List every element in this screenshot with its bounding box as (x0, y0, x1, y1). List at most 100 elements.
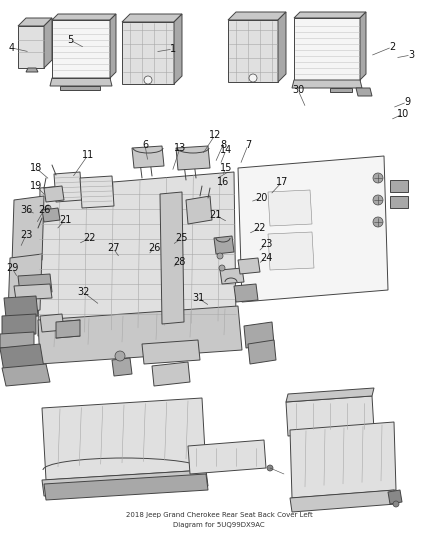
Polygon shape (18, 26, 44, 68)
Polygon shape (290, 490, 396, 512)
Text: 19: 19 (30, 181, 42, 191)
Text: 10: 10 (397, 109, 409, 119)
Text: 25: 25 (176, 233, 188, 243)
Polygon shape (110, 14, 116, 78)
Text: 14: 14 (220, 145, 232, 155)
Text: 16: 16 (217, 177, 229, 187)
Circle shape (249, 74, 257, 82)
Polygon shape (356, 88, 372, 96)
Circle shape (115, 351, 125, 361)
Text: 36: 36 (20, 205, 32, 215)
Text: 2018 Jeep Grand Cherokee Rear Seat Back Cover Left: 2018 Jeep Grand Cherokee Rear Seat Back … (126, 512, 312, 518)
Text: 22: 22 (84, 233, 96, 243)
Text: 5: 5 (67, 35, 73, 45)
Circle shape (373, 195, 383, 205)
Circle shape (373, 173, 383, 183)
Polygon shape (18, 18, 52, 26)
Polygon shape (268, 190, 312, 226)
Polygon shape (8, 254, 42, 316)
Polygon shape (152, 362, 190, 386)
Text: 31: 31 (192, 293, 204, 303)
Text: 27: 27 (107, 243, 119, 253)
Text: 21: 21 (209, 210, 221, 220)
Polygon shape (174, 14, 182, 84)
Polygon shape (14, 284, 52, 300)
Polygon shape (2, 364, 50, 386)
Polygon shape (42, 398, 206, 480)
Polygon shape (142, 340, 200, 364)
Text: 17: 17 (276, 177, 288, 187)
Polygon shape (54, 172, 82, 202)
Polygon shape (228, 12, 286, 20)
Polygon shape (244, 322, 274, 348)
Polygon shape (214, 236, 234, 254)
Text: 18: 18 (30, 163, 42, 173)
Polygon shape (234, 284, 258, 302)
Polygon shape (38, 306, 242, 364)
Polygon shape (286, 388, 374, 402)
Text: 26: 26 (148, 243, 160, 253)
Polygon shape (38, 172, 236, 336)
Polygon shape (122, 22, 174, 84)
Text: 9: 9 (404, 97, 410, 107)
Text: 3: 3 (408, 50, 414, 60)
Polygon shape (122, 14, 182, 22)
Circle shape (373, 217, 383, 227)
Polygon shape (52, 14, 116, 20)
Text: 11: 11 (82, 150, 94, 160)
Polygon shape (26, 68, 38, 72)
Circle shape (393, 501, 399, 507)
Circle shape (45, 205, 51, 211)
Text: 22: 22 (254, 223, 266, 233)
Polygon shape (390, 180, 408, 192)
Polygon shape (286, 396, 374, 436)
Circle shape (219, 265, 225, 271)
Polygon shape (2, 314, 36, 336)
Text: 1: 1 (170, 44, 176, 54)
Text: 6: 6 (142, 140, 148, 150)
Text: 23: 23 (260, 239, 272, 249)
Polygon shape (220, 268, 244, 284)
Polygon shape (228, 20, 278, 82)
Polygon shape (4, 296, 38, 318)
Polygon shape (18, 274, 52, 294)
Polygon shape (294, 18, 360, 80)
Polygon shape (186, 196, 212, 224)
Polygon shape (238, 258, 260, 274)
Polygon shape (56, 320, 80, 338)
Circle shape (144, 76, 152, 84)
Text: 2: 2 (389, 42, 395, 52)
Polygon shape (80, 176, 114, 208)
Text: 30: 30 (292, 85, 304, 95)
Polygon shape (44, 186, 64, 202)
Polygon shape (0, 332, 34, 348)
Polygon shape (388, 490, 402, 504)
Polygon shape (0, 344, 44, 372)
Text: 26: 26 (38, 205, 50, 215)
Polygon shape (50, 78, 112, 86)
Polygon shape (112, 358, 132, 376)
Polygon shape (268, 232, 314, 270)
Polygon shape (12, 196, 44, 264)
Polygon shape (44, 18, 52, 68)
Text: 7: 7 (245, 140, 251, 150)
Text: 20: 20 (255, 193, 267, 203)
Polygon shape (248, 340, 276, 364)
Polygon shape (40, 314, 64, 332)
Polygon shape (44, 474, 208, 500)
Text: 21: 21 (59, 215, 71, 225)
Text: 8: 8 (220, 140, 226, 150)
Text: 32: 32 (77, 287, 89, 297)
Polygon shape (132, 146, 164, 168)
Polygon shape (390, 196, 408, 208)
Text: 15: 15 (220, 163, 232, 173)
Polygon shape (292, 80, 362, 88)
Polygon shape (294, 12, 366, 18)
Polygon shape (278, 12, 286, 82)
Polygon shape (160, 192, 184, 324)
Polygon shape (330, 88, 352, 92)
Polygon shape (188, 440, 266, 474)
Polygon shape (290, 422, 396, 498)
Text: 12: 12 (209, 130, 221, 140)
Text: 29: 29 (6, 263, 18, 273)
